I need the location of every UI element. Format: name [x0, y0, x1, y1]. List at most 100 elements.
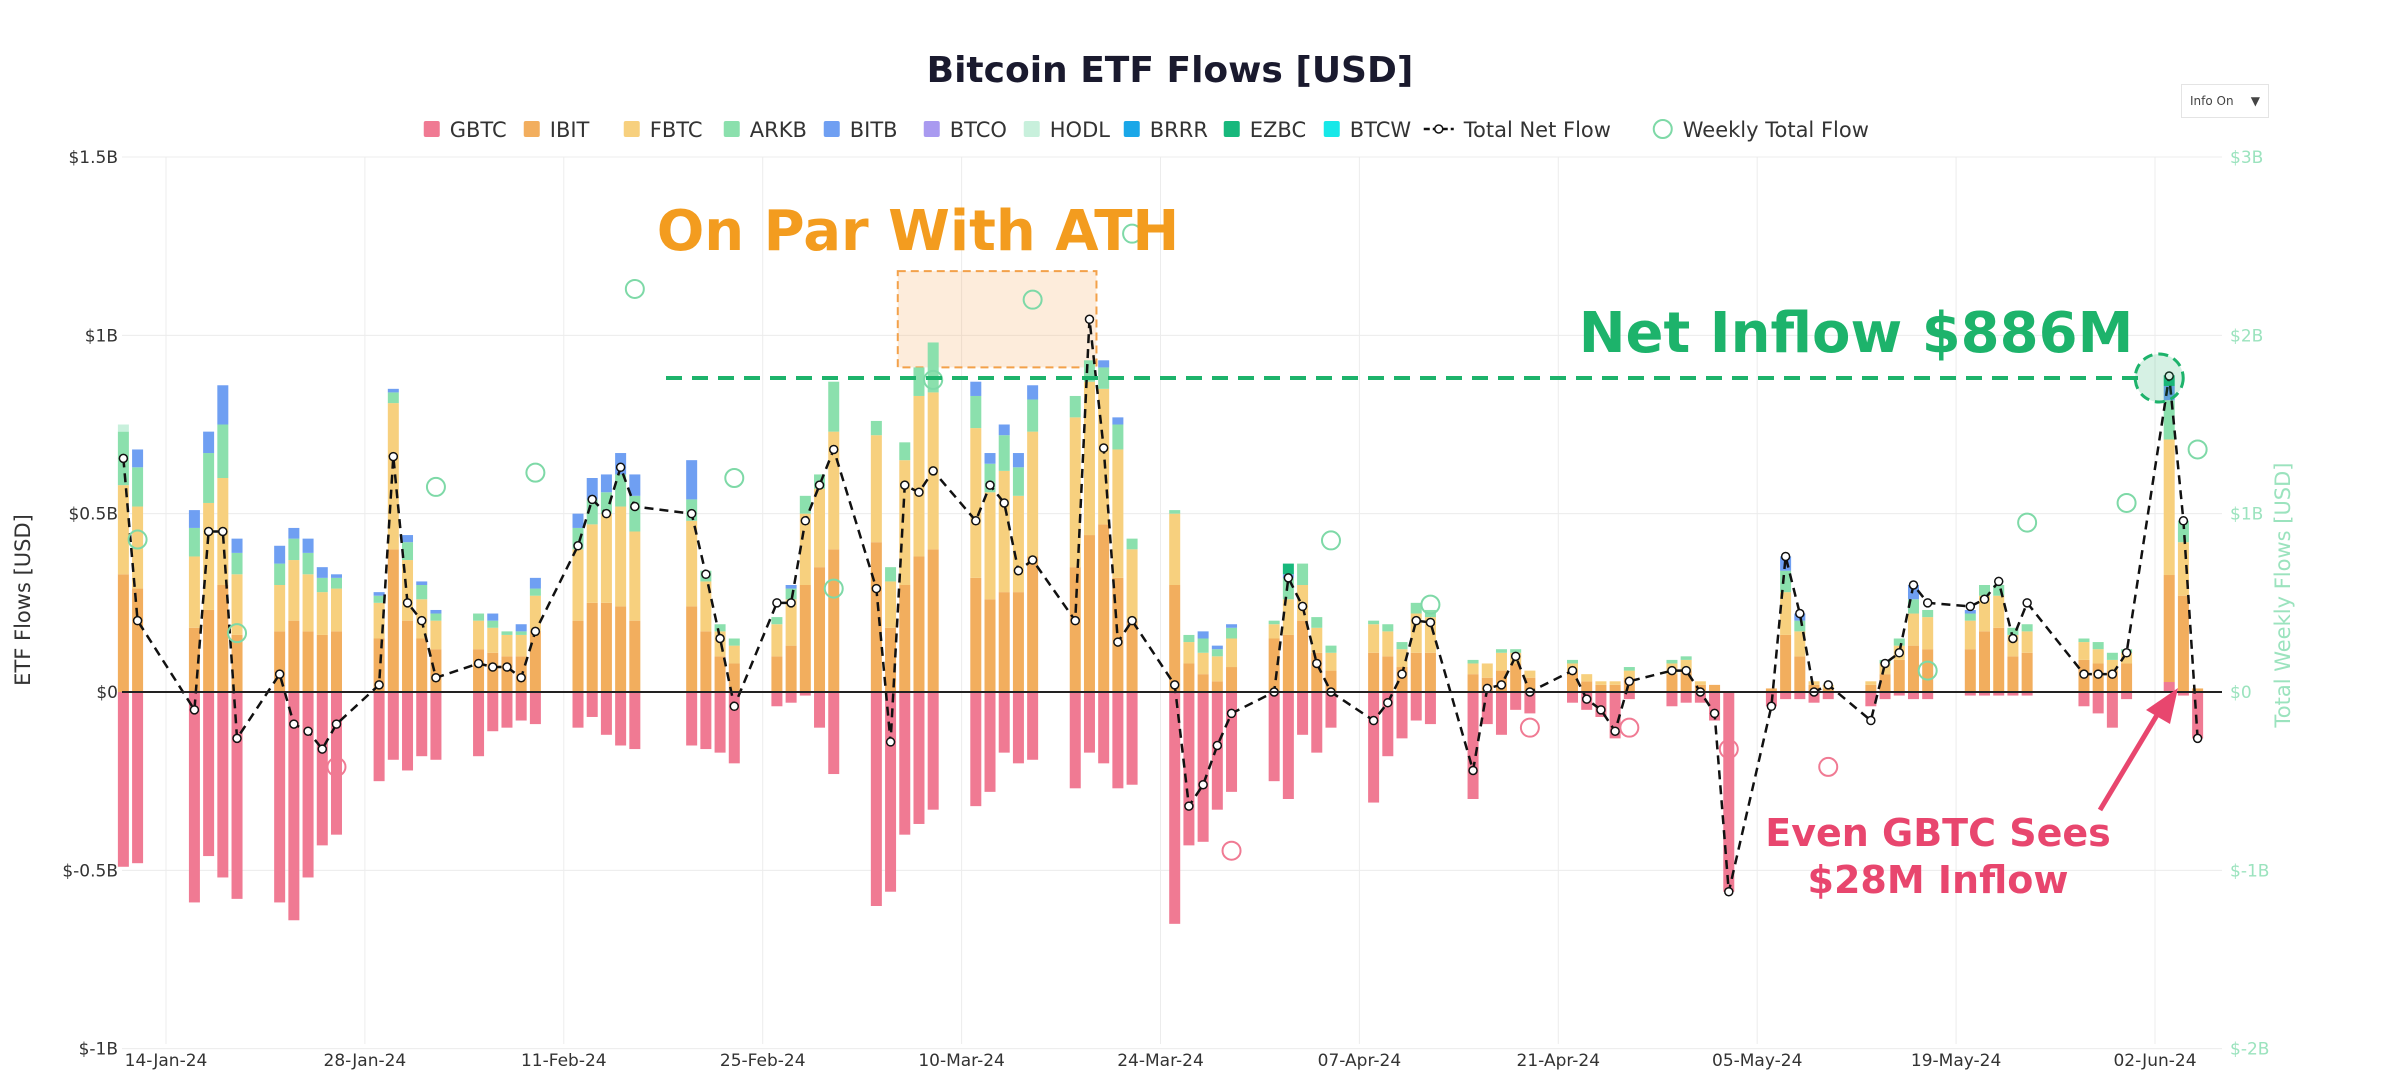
- bar-gbtc-outflow: [1723, 692, 1735, 892]
- bar-ibit: [1922, 649, 1934, 692]
- bar-ibit: [814, 567, 826, 692]
- bar-arkb: [785, 588, 797, 600]
- bar-fbtc: [2106, 659, 2118, 671]
- bar-gbtc-outflow: [799, 692, 811, 696]
- bar-arkb: [1510, 649, 1522, 653]
- bar-ibit: [586, 602, 598, 692]
- bar-gbtc-outflow: [899, 692, 911, 835]
- net-flow-point: [971, 516, 981, 526]
- net-flow-point: [928, 466, 938, 476]
- bar-fbtc: [984, 492, 996, 600]
- y-tick-label: $1.5B: [68, 148, 118, 168]
- net-flow-line: [122, 319, 2199, 893]
- net-flow-point: [232, 733, 242, 744]
- bar-ibit: [1765, 688, 1777, 692]
- bar-fbtc: [728, 645, 740, 664]
- bar-gbtc-outflow: [1126, 692, 1138, 785]
- net-flow-point: [1283, 573, 1294, 583]
- net-flow-point: [374, 680, 384, 690]
- bar-bitb: [2163, 385, 2175, 401]
- bar-ibit: [1666, 674, 1678, 692]
- net-flow-point: [1624, 676, 1635, 687]
- bar-arkb: [288, 538, 300, 561]
- net-flow-line-group: [118, 314, 2203, 897]
- net-flow-point: [1226, 708, 1237, 719]
- bar-ibit: [203, 609, 215, 692]
- bar-ibit: [2192, 688, 2204, 692]
- bar-arkb: [1197, 638, 1209, 653]
- bar-ibit: [1282, 634, 1294, 692]
- bar-ibit: [487, 652, 499, 692]
- bar-ezbc: [1282, 563, 1294, 575]
- bar-arkb: [1680, 656, 1692, 660]
- bar-gbtc-outflow: [132, 692, 144, 864]
- bar-bitb: [132, 449, 144, 468]
- bar-bitb: [288, 527, 300, 539]
- net-flow-point: [1013, 565, 1024, 576]
- bar-arkb: [416, 585, 428, 600]
- bar-ibit: [899, 585, 911, 692]
- bar-fbtc: [870, 435, 882, 543]
- bar-gbtc-outflow: [1495, 692, 1507, 735]
- legend-label: GBTC: [450, 118, 507, 142]
- bar-fbtc: [600, 513, 612, 603]
- bar-gbtc-outflow: [387, 692, 399, 760]
- bar-fbtc: [1879, 663, 1891, 675]
- bar-fbtc: [785, 599, 797, 646]
- bar-bitb: [1012, 453, 1024, 468]
- bar-ibit: [686, 606, 698, 692]
- bar-fbtc: [2177, 542, 2189, 596]
- bar-fbtc: [1467, 663, 1479, 675]
- y-tick-label: $0.5B: [68, 505, 118, 525]
- bar-fbtc: [771, 624, 783, 657]
- net-flow-point: [2093, 669, 2103, 679]
- bar-arkb: [203, 453, 215, 503]
- bar-ibit: [1012, 592, 1024, 692]
- bar-fbtc: [2021, 631, 2033, 653]
- bar-gbtc-outflow: [785, 692, 797, 703]
- bar-arkb: [2106, 652, 2118, 660]
- bar-ibit: [288, 620, 300, 692]
- net-flow-point: [715, 633, 725, 644]
- net-flow-point: [615, 462, 626, 473]
- weekly-point: [724, 468, 745, 488]
- net-flow-point: [885, 737, 896, 747]
- bar-fbtc: [828, 431, 840, 550]
- net-flow-point: [1993, 576, 2004, 587]
- bar-arkb: [132, 467, 144, 507]
- bar-gbtc-outflow: [217, 692, 229, 878]
- net-flow-point: [587, 494, 597, 505]
- bar-gbtc-outflow: [771, 692, 783, 707]
- bar-arkb: [487, 620, 499, 628]
- info-select[interactable]: Info On ▼: [2181, 84, 2269, 118]
- bar-bitb: [785, 585, 797, 589]
- bar-ibit: [771, 656, 783, 692]
- net-flow-point: [1880, 658, 1890, 669]
- bar-arkb: [1098, 367, 1110, 389]
- bar-gbtc-outflow: [1893, 692, 1905, 696]
- bar-gbtc-outflow: [1197, 692, 1209, 842]
- bar-fbtc: [1282, 599, 1294, 635]
- net-flow-point: [786, 598, 796, 608]
- bar-ibit: [416, 638, 428, 692]
- bar-fbtc: [615, 506, 627, 607]
- bar-fbtc: [402, 560, 414, 621]
- y-tick-label: $0: [96, 683, 118, 703]
- bar-gbtc-outflow: [188, 692, 200, 903]
- bar-fbtc: [1027, 431, 1039, 557]
- bar-arkb: [2163, 400, 2175, 440]
- bar-ibit: [629, 620, 641, 692]
- bar-bitb: [373, 592, 385, 596]
- bar-ibit: [1907, 645, 1919, 692]
- bar-arkb: [870, 420, 882, 436]
- bar-arkb: [387, 392, 399, 404]
- bar-fbtc: [274, 585, 286, 632]
- bar-arkb: [1993, 585, 2005, 596]
- bar-arkb: [1012, 467, 1024, 496]
- bar-ibit: [1595, 684, 1607, 692]
- net-flow-point: [2164, 371, 2174, 381]
- bar-arkb: [1297, 563, 1309, 585]
- legend: GBTC IBIT FBTC ARKB BITB BTCO HODL BRRR EZBC BTCW…: [423, 118, 1869, 142]
- net-flow-point: [132, 615, 143, 626]
